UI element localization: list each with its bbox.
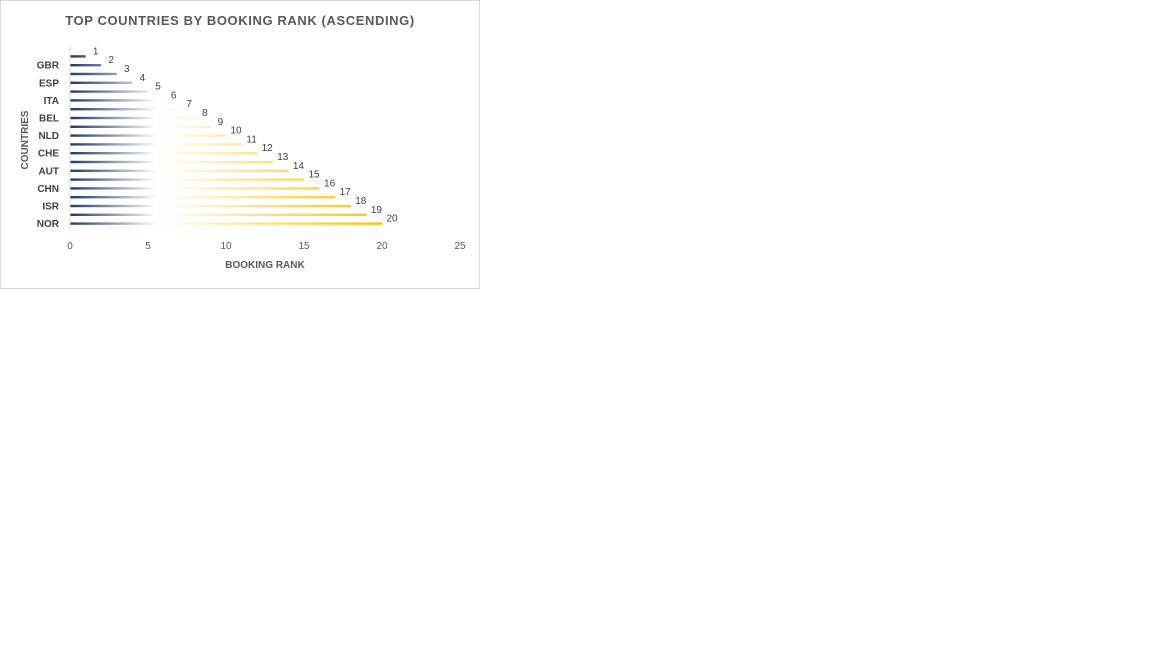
bar-12 [70, 152, 258, 155]
chart-title: TOP COUNTRIES BY BOOKING RANK (ASCENDING… [65, 13, 415, 28]
x-tick-label-15: 15 [298, 241, 310, 252]
category-label-nor: NOR [37, 219, 60, 230]
data-label-8: 8 [202, 108, 208, 119]
bar-13 [70, 160, 273, 164]
category-label-che: CHE [38, 149, 59, 160]
bar-4 [70, 81, 133, 84]
chart-frame: TOP COUNTRIES BY BOOKING RANK (ASCENDING… [0, 0, 480, 289]
bar-7 [70, 108, 180, 111]
bar-2 [70, 64, 102, 67]
category-label-nld: NLD [38, 131, 59, 142]
x-tick-label-20: 20 [376, 241, 388, 252]
data-label-4: 4 [140, 73, 146, 84]
data-label-12: 12 [262, 143, 274, 154]
data-label-13: 13 [277, 152, 289, 163]
bar-3 [70, 72, 117, 76]
bar-5 [70, 90, 148, 93]
bar-11 [70, 143, 242, 146]
bar-chart: TOP COUNTRIES BY BOOKING RANK (ASCENDING… [20, 13, 466, 271]
x-tick-label-0: 0 [67, 241, 73, 252]
data-label-11: 11 [246, 134, 257, 145]
data-label-19: 19 [371, 205, 383, 216]
bar-19 [70, 213, 367, 216]
category-label-esp: ESP [39, 78, 59, 89]
data-label-2: 2 [108, 55, 114, 66]
data-label-7: 7 [186, 99, 192, 110]
data-label-1: 1 [93, 46, 99, 57]
x-tick-label-25: 25 [454, 241, 466, 252]
y-axis-title: COUNTRIES [20, 110, 31, 169]
x-axis-title: BOOKING RANK [225, 260, 305, 271]
bar-15 [70, 178, 304, 181]
data-label-6: 6 [171, 90, 177, 101]
data-label-17: 17 [340, 187, 352, 198]
category-label-gbr: GBR [37, 61, 60, 72]
data-label-9: 9 [218, 117, 224, 128]
category-label-chn: CHN [37, 184, 59, 195]
bar-17 [70, 196, 336, 199]
data-label-5: 5 [155, 82, 161, 93]
x-tick-label-10: 10 [220, 241, 232, 252]
bar-18 [70, 204, 351, 208]
data-label-3: 3 [124, 64, 130, 75]
category-label-aut: AUT [38, 166, 59, 177]
bar-6 [70, 99, 164, 102]
bar-9 [70, 125, 211, 128]
category-label-bel: BEL [39, 114, 59, 125]
data-label-18: 18 [355, 196, 367, 207]
data-label-10: 10 [230, 126, 242, 137]
bar-8 [70, 116, 195, 120]
category-label-isr: ISR [42, 202, 59, 213]
bar-14 [70, 169, 289, 172]
bar-10 [70, 134, 226, 137]
bar-16 [70, 187, 320, 190]
data-label-20: 20 [386, 214, 398, 225]
data-label-16: 16 [324, 178, 336, 189]
bar-20 [70, 222, 382, 225]
category-label-ita: ITA [44, 96, 59, 107]
bar-1 [70, 55, 86, 58]
x-tick-label-5: 5 [145, 241, 151, 252]
data-label-15: 15 [308, 170, 320, 181]
data-label-14: 14 [293, 161, 305, 172]
